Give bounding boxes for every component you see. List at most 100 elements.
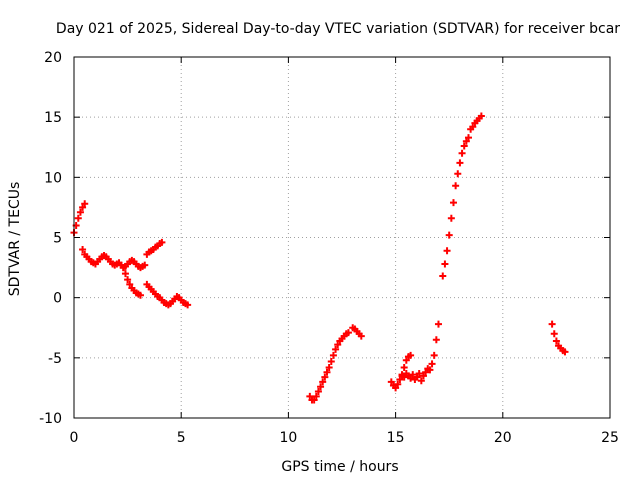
data-point	[74, 214, 82, 222]
data-point	[119, 264, 127, 272]
data-point	[136, 291, 144, 299]
data-point	[312, 392, 320, 400]
data-point	[550, 330, 558, 338]
data-point	[407, 351, 415, 359]
x-tick-labels: 0 5 10 15 20 25	[70, 430, 619, 446]
data-point	[430, 351, 438, 359]
data-point	[327, 357, 335, 365]
data-point	[317, 383, 325, 391]
data-point	[158, 238, 166, 246]
data-point	[394, 380, 402, 388]
data-point	[357, 332, 365, 340]
y-tick-label: 10	[44, 170, 62, 186]
data-point	[441, 260, 449, 268]
data-point	[449, 199, 457, 207]
data-point	[454, 170, 462, 178]
series-seg7	[349, 324, 365, 340]
data-point	[456, 159, 464, 167]
data-point	[445, 231, 453, 239]
series-seg2	[79, 246, 149, 272]
data-point	[477, 112, 485, 120]
data-point	[121, 270, 129, 278]
series-seg8	[387, 351, 415, 392]
data-point	[432, 336, 440, 344]
data-point	[447, 214, 455, 222]
data-point	[325, 363, 333, 371]
data-point	[561, 348, 569, 356]
x-axis-label: GPS time / hours	[281, 459, 398, 475]
series-seg12	[548, 320, 569, 356]
series-seg5	[143, 280, 192, 309]
y-tick-label: 20	[44, 50, 62, 66]
x-tick-label: 10	[279, 430, 297, 446]
data-point	[443, 247, 451, 255]
data-point	[419, 372, 427, 380]
data-point	[387, 378, 395, 386]
data-point	[321, 373, 329, 381]
data-point	[434, 320, 442, 328]
data-point	[413, 373, 421, 381]
series-seg4	[143, 238, 166, 258]
data-point	[79, 203, 87, 211]
data-point	[76, 208, 84, 216]
data-point	[415, 369, 423, 377]
series-seg10	[439, 134, 472, 280]
data-point	[323, 368, 331, 376]
series-seg11	[467, 112, 485, 133]
series-seg1	[70, 200, 89, 237]
x-tick-label: 15	[387, 430, 405, 446]
data-point	[469, 123, 477, 131]
grid-lines	[74, 57, 610, 418]
data-point	[422, 368, 430, 376]
data-point	[417, 377, 425, 385]
series-seg9	[398, 320, 442, 385]
series-seg6	[306, 329, 352, 404]
data-point	[392, 384, 400, 392]
y-axis-label: SDTVAR / TECUs	[7, 182, 23, 297]
data-point	[552, 337, 560, 345]
data-point	[314, 388, 322, 396]
data-point	[306, 392, 314, 400]
data-point	[126, 280, 134, 288]
data-point	[462, 137, 470, 145]
data-point	[409, 371, 417, 379]
data-point	[319, 378, 327, 386]
y-tick-label: -5	[48, 351, 62, 367]
data-point	[458, 149, 466, 157]
data-point	[400, 373, 408, 381]
data-point	[79, 246, 87, 254]
data-point	[124, 276, 132, 284]
x-tick-label: 0	[70, 430, 79, 446]
data-point	[329, 351, 337, 359]
data-points	[70, 112, 569, 404]
data-point	[402, 356, 410, 364]
chart-title: Day 021 of 2025, Sidereal Day-to-day VTE…	[56, 21, 620, 37]
data-point	[400, 363, 408, 371]
data-point	[464, 134, 472, 142]
x-tick-label: 20	[494, 430, 512, 446]
x-tick-label: 5	[177, 430, 186, 446]
data-point	[141, 261, 149, 269]
data-point	[344, 329, 352, 337]
data-point	[396, 375, 404, 383]
data-point	[81, 200, 89, 208]
x-tick-label: 25	[601, 430, 619, 446]
y-tick-label: -10	[39, 411, 62, 427]
y-tick-labels: -10 -5 0 5 10 15 20	[39, 50, 62, 427]
y-tick-label: 15	[44, 110, 62, 126]
data-point	[334, 341, 342, 349]
data-point	[310, 396, 318, 404]
data-point	[548, 320, 556, 328]
data-point	[452, 182, 460, 190]
data-point	[428, 360, 436, 368]
data-point	[332, 345, 340, 353]
data-point	[407, 374, 415, 382]
data-point	[460, 142, 468, 150]
series-seg3	[119, 264, 144, 299]
data-point	[439, 272, 447, 280]
tick-marks	[73, 56, 611, 419]
data-point	[426, 366, 434, 374]
y-tick-label: 0	[53, 291, 62, 307]
y-tick-label: 5	[53, 231, 62, 247]
